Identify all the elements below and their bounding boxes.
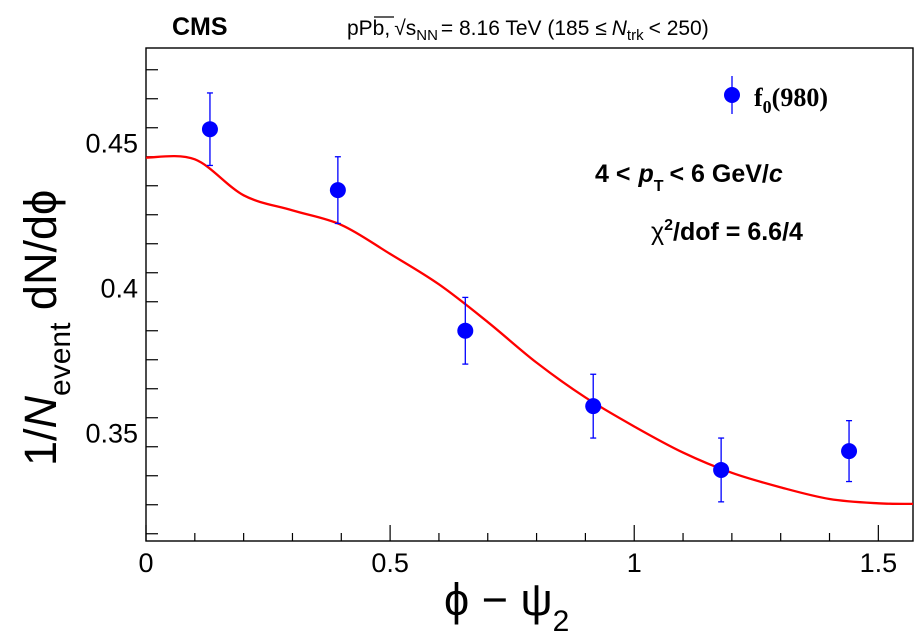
data-point	[329, 182, 346, 199]
plot-frame	[145, 47, 914, 542]
legend: f0(980)	[724, 76, 828, 117]
x-tick-label: 1	[627, 548, 642, 578]
legend-marker	[724, 87, 740, 103]
x-axis-title: ϕ − ψ2	[444, 574, 569, 638]
pt-range-label: 4 < pT < 6 GeV/c	[595, 160, 783, 195]
x-axis-ticks	[145, 525, 879, 541]
data-point	[585, 398, 602, 415]
y-axis-title: 1/Nevent dN/dϕ	[15, 190, 77, 466]
fit-curve	[145, 154, 914, 506]
chi2-label: χ2/dof = 6.6/4	[651, 217, 803, 246]
y-tick-label: 0.4	[100, 273, 138, 303]
data-point	[713, 461, 730, 478]
y-tick-label: 0.35	[85, 418, 138, 448]
y-axis-ticks	[146, 69, 158, 535]
data-point	[457, 322, 474, 339]
data-point	[201, 121, 218, 138]
legend-label: f0(980)	[754, 83, 828, 117]
data-point	[841, 443, 858, 460]
experiment-label: CMS	[172, 13, 228, 41]
collision-info: pPb, √sNN = 8.16 TeV (185 ≤ Ntrk < 250)	[347, 17, 709, 44]
y-tick-label: 0.45	[85, 128, 138, 158]
x-tick-label: 0.5	[371, 548, 409, 578]
data-points	[201, 92, 858, 503]
x-tick-label: 0	[138, 548, 153, 578]
y-axis-tick-labels: 0.35 0.4 0.45	[85, 128, 138, 448]
x-axis-tick-labels: 0 0.5 1 1.5	[138, 548, 897, 578]
x-tick-label: 1.5	[860, 548, 898, 578]
